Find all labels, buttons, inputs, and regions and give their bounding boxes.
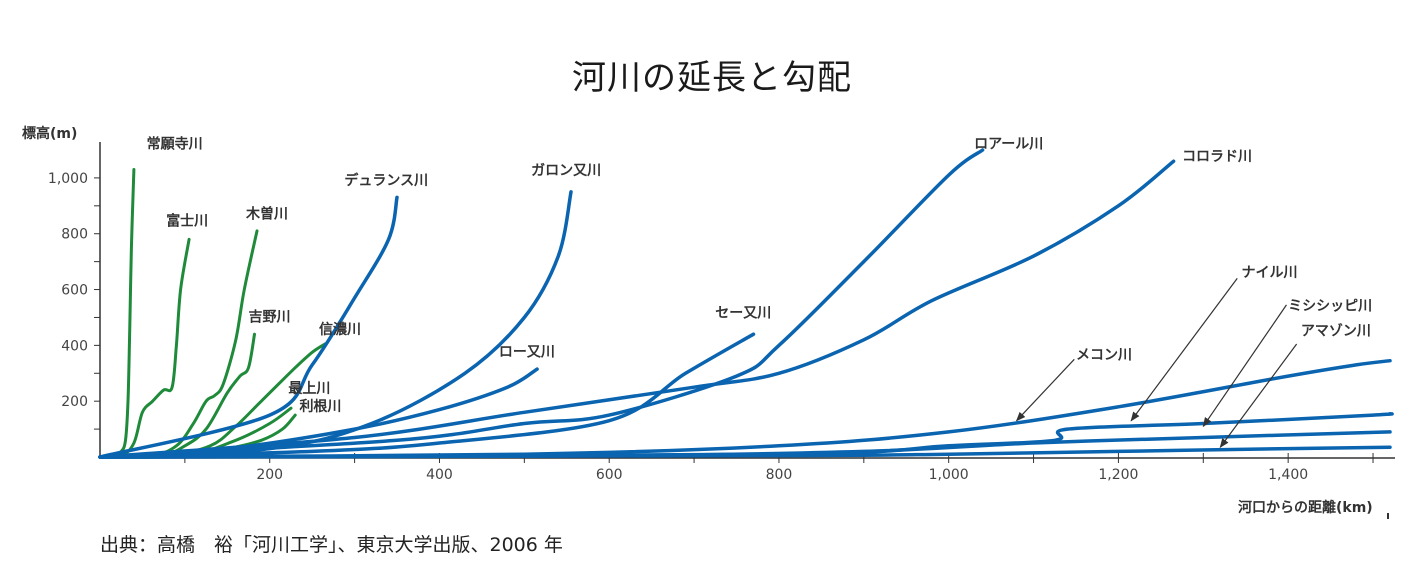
series-line-2 (98, 229, 259, 459)
chart-pointers (1015, 278, 1298, 449)
series-label-16: メコン川 (1076, 347, 1132, 363)
x-axis-label: 河口からの距離(km) (1238, 499, 1373, 516)
y-axis-label: 標高(m) (22, 125, 77, 142)
series-label-13: ナイル川 (1241, 265, 1297, 281)
source-citation: 出典：高橋 裕「河川工学」、東京大学出版、2006 年 (100, 534, 563, 556)
series-label-14: ミシシッピ川 (1288, 298, 1372, 314)
series-label-4: 信濃川 (319, 321, 361, 338)
river-gradient-chart: 200 400 600 800 1,000 1,200 1,400 1,000 800 600 40… (22, 125, 1395, 519)
series-label-8: ガロン又川 (531, 163, 601, 179)
x-tick-label: 400 (426, 467, 453, 483)
x-tick-label: 1,000 (929, 467, 969, 483)
y-tick-label: 800 (61, 227, 88, 243)
x-tick-label: 1,400 (1268, 467, 1308, 483)
series-line-11 (98, 148, 985, 459)
corner-mark (1387, 513, 1389, 519)
x-tick-label: 200 (256, 467, 283, 483)
series-line-16 (98, 358, 1392, 459)
y-tick-label: 1,000 (48, 171, 88, 187)
y-tick-label: 200 (61, 394, 88, 410)
x-tick-label: 600 (596, 467, 623, 483)
chart-axes (99, 142, 1395, 519)
series-line-10 (98, 332, 756, 459)
pointer-arrow-3 (1015, 358, 1075, 422)
series-line-1 (98, 237, 191, 459)
series-label-3: 吉野川 (249, 309, 291, 326)
series-label-1: 富士川 (166, 212, 208, 229)
series-label-11: ロアール川 (974, 137, 1043, 153)
pointer-arrow-2 (1219, 343, 1298, 449)
pointer-arrow-1 (1202, 304, 1287, 428)
y-tick-label: 400 (61, 338, 88, 354)
series-line-12 (98, 159, 1176, 459)
series-label-0: 常願寺川 (147, 136, 203, 153)
chart-title: 河川の延長と勾配 (572, 58, 852, 98)
chart-ticks: 200 400 600 800 1,000 1,200 1,400 1,000 800 600 40… (48, 171, 1374, 483)
series-label-2: 木曽川 (245, 205, 288, 222)
x-tick-label: 1,200 (1098, 467, 1138, 483)
series-label-7: デュランス川 (344, 172, 428, 189)
series-label-10: セー又川 (715, 305, 771, 321)
series-line-0 (98, 168, 136, 459)
y-tick-label: 600 (61, 283, 88, 299)
series-label-6: 利根川 (299, 398, 341, 415)
pointer-arrow-0 (1130, 278, 1238, 422)
series-label-12: コロラド川 (1182, 149, 1252, 165)
x-tick-label: 800 (766, 467, 793, 483)
series-line-7 (98, 195, 399, 459)
series-label-15: アマゾン川 (1301, 323, 1371, 340)
chart-series (98, 148, 1394, 459)
series-label-5: 最上川 (288, 380, 330, 397)
series-label-9: ロー又川 (499, 345, 555, 361)
